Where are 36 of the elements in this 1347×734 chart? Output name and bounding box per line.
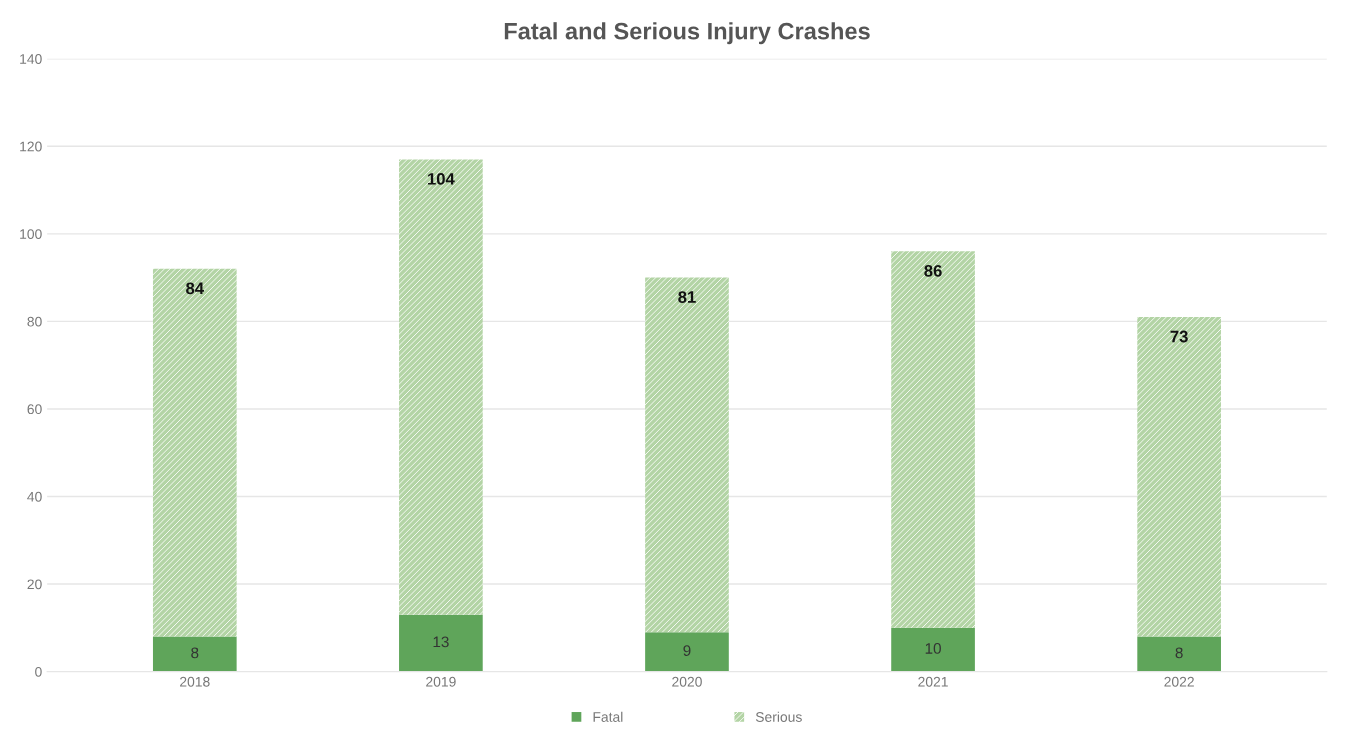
x-tick-label: 2019 bbox=[426, 676, 456, 687]
bar bbox=[645, 632, 729, 672]
chart-title: Fatal and Serious Injury Crashes bbox=[504, 22, 870, 45]
x-tick-label: 2022 bbox=[1164, 676, 1194, 687]
bar bbox=[891, 251, 975, 628]
bar bbox=[152, 268, 237, 637]
data-label: 8 bbox=[191, 647, 199, 659]
y-tick-label: 100 bbox=[20, 229, 42, 239]
y-tick-label: 0 bbox=[35, 666, 42, 677]
bar bbox=[399, 614, 483, 672]
y-tick-label: 80 bbox=[27, 316, 42, 327]
data-label: 13 bbox=[433, 636, 449, 648]
y-tick-label: 120 bbox=[20, 141, 42, 152]
x-tick-label: 2020 bbox=[672, 676, 702, 687]
bar bbox=[1137, 636, 1221, 672]
data-label: 9 bbox=[683, 645, 691, 657]
bar bbox=[152, 636, 237, 672]
bar bbox=[399, 159, 483, 615]
data-label: 8 bbox=[1175, 647, 1183, 659]
bar bbox=[1137, 317, 1221, 637]
data-label: 81 bbox=[678, 291, 696, 303]
y-tick-label: 40 bbox=[27, 491, 42, 502]
data-label: 73 bbox=[1170, 330, 1188, 343]
legend-label: Serious bbox=[755, 711, 802, 722]
legend-label: Fatal bbox=[593, 711, 623, 722]
x-tick-label: 2018 bbox=[180, 676, 210, 687]
y-tick-label: 140 bbox=[20, 54, 42, 64]
data-label: 86 bbox=[924, 264, 942, 277]
bar bbox=[891, 627, 975, 672]
y-tick-label: 20 bbox=[27, 579, 42, 590]
data-label: 84 bbox=[186, 282, 204, 295]
data-label: 10 bbox=[925, 643, 941, 654]
data-label: 104 bbox=[428, 172, 455, 185]
y-tick-label: 60 bbox=[27, 404, 42, 415]
bar bbox=[645, 277, 729, 633]
x-tick-label: 2021 bbox=[918, 676, 948, 687]
